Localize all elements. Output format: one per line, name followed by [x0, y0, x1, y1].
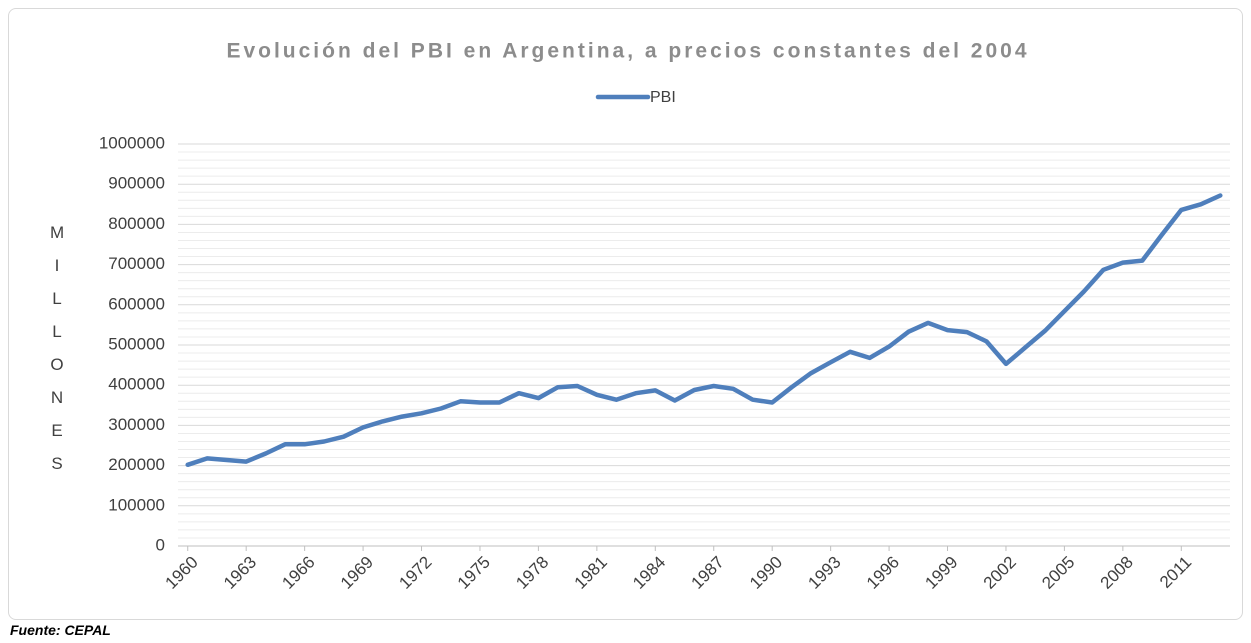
x-tick-label: 2008	[1097, 553, 1137, 593]
y-tick-label: 900000	[108, 174, 165, 193]
y-tick-label: 600000	[108, 294, 165, 313]
x-tick-label: 1999	[921, 553, 961, 593]
series-line	[185, 193, 1223, 468]
y-tick-label: 300000	[108, 415, 165, 434]
x-tick-label: 2005	[1038, 553, 1078, 593]
x-tick-label: 1963	[220, 553, 260, 593]
y-tick-label: 0	[156, 535, 165, 554]
y-axis-label: MILLONES	[50, 223, 65, 473]
x-tick-label: 1987	[688, 553, 728, 593]
y-tick-label: 200000	[108, 455, 165, 474]
x-tick-label: 1972	[395, 553, 435, 593]
y-tick-label: 700000	[108, 254, 165, 273]
x-tick-label: 1993	[804, 553, 844, 593]
x-tick-label: 1981	[571, 553, 611, 593]
x-tick-label: 1978	[512, 553, 552, 593]
x-tick-label: 1996	[863, 553, 903, 593]
x-tick-label: 1960	[162, 553, 202, 593]
x-tick-label: 1984	[629, 553, 669, 593]
chart-title: Evolución del PBI en Argentina, a precio…	[226, 40, 1029, 63]
y-tick-label: 800000	[108, 214, 165, 233]
x-tick-label: 1975	[454, 553, 494, 593]
x-tick-label: 2002	[980, 553, 1020, 593]
x-tick-label: 2011	[1156, 553, 1195, 592]
y-tick-label: 100000	[108, 495, 165, 514]
x-tick-label: 1969	[337, 553, 377, 593]
y-tick-label: 500000	[108, 334, 165, 353]
y-tick-label: 1000000	[99, 133, 165, 152]
chart-frame	[8, 8, 1243, 620]
source-note: Fuente: CEPAL	[10, 622, 111, 638]
x-tick-label: 1966	[278, 553, 318, 593]
legend-label: PBI	[650, 89, 676, 106]
y-tick-label: 400000	[108, 375, 165, 394]
x-tick-label: 1990	[746, 553, 786, 593]
